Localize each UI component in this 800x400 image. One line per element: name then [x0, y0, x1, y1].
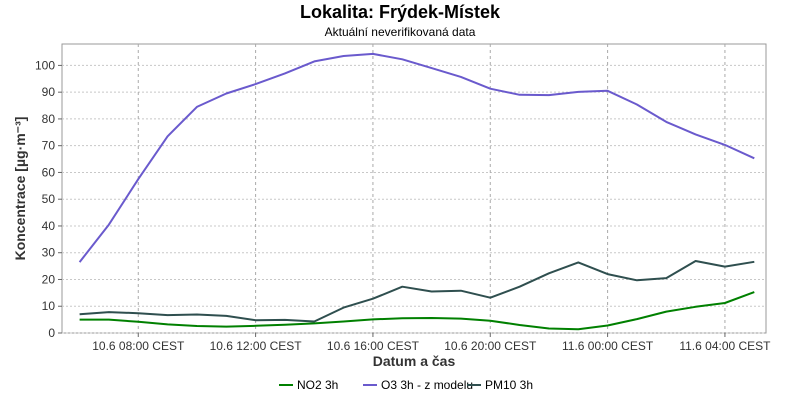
axes: 0 10 20 30 40 50 60 70 80 90 100 10.6 08:00 CEST 10.… [35, 58, 771, 353]
x-axis-label: Datum a čas [373, 353, 456, 369]
x-tick-label: 11.6 04:00 CEST [679, 339, 771, 353]
y-tick-label: 80 [42, 112, 56, 126]
y-tick-label: 60 [42, 165, 56, 179]
x-tick-label: 10.6 08:00 CEST [92, 339, 185, 353]
y-tick-label: 20 [42, 272, 56, 286]
series-line-2 [79, 260, 755, 323]
chart-subtitle: Aktuální neverifikovaná data [325, 25, 476, 39]
legend-label-1: O3 3h - z modelu [381, 378, 473, 392]
series-line-0 [79, 291, 755, 331]
series-line-1 [78, 52, 755, 263]
y-tick-label: 40 [42, 219, 56, 233]
x-tick-label: 11.6 00:00 CEST [562, 339, 654, 353]
y-tick-label: 70 [42, 139, 56, 153]
legend: NO2 3h O3 3h - z modelu PM10 3h [279, 378, 533, 392]
y-axis-label: Koncentrace [µg·m⁻³] [12, 117, 28, 261]
grid-lines [62, 44, 766, 334]
x-tick-label: 10.6 16:00 CEST [327, 339, 420, 353]
y-tick-label: 100 [35, 58, 55, 72]
y-tick-label: 30 [42, 246, 56, 260]
chart-title: Lokalita: Frýdek-Místek [300, 2, 501, 22]
y-tick-label: 90 [42, 85, 56, 99]
plot-area [61, 43, 767, 334]
series-lines [78, 52, 755, 331]
legend-label-0: NO2 3h [297, 378, 338, 392]
legend-label-2: PM10 3h [485, 378, 533, 392]
x-tick-label: 10.6 12:00 CEST [210, 339, 303, 353]
y-tick-label: 10 [42, 299, 56, 313]
x-tick-label: 10.6 20:00 CEST [444, 339, 537, 353]
y-tick-label: 50 [42, 192, 56, 206]
y-tick-label: 0 [48, 326, 55, 340]
